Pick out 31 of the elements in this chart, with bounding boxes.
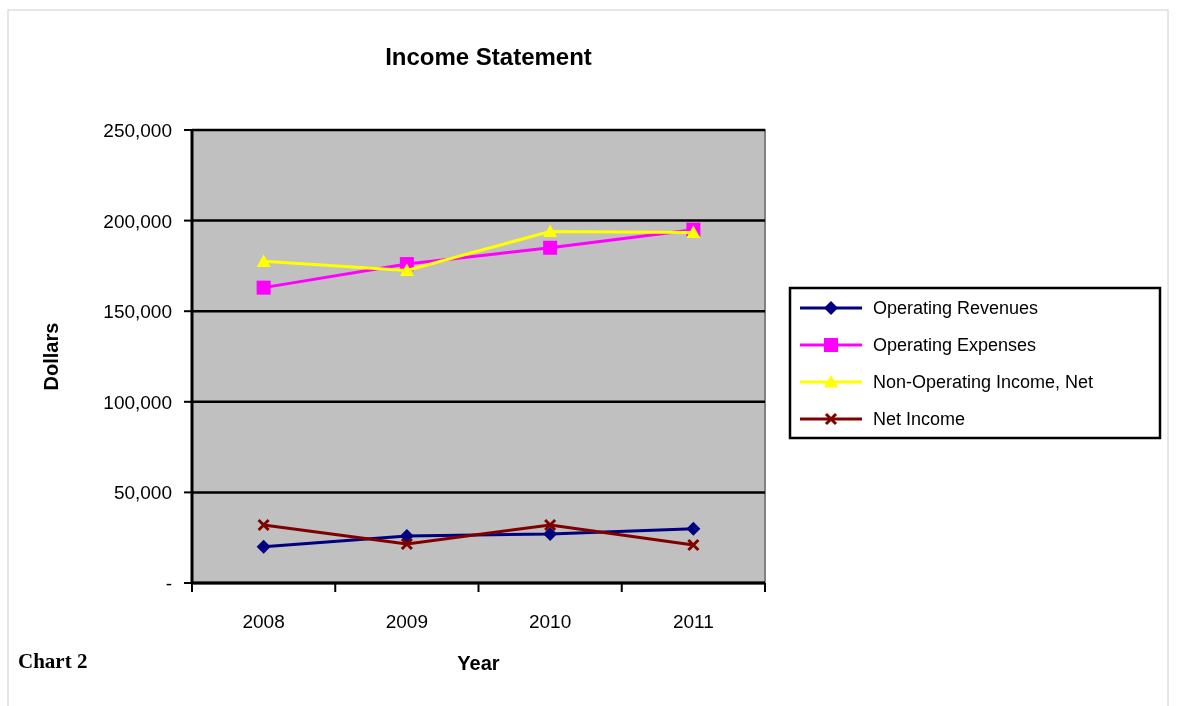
y-tick-label: 250,000 (103, 120, 172, 141)
point (256, 254, 271, 267)
point (686, 521, 701, 536)
point (400, 537, 414, 551)
x-tick-label: 2010 (528, 611, 572, 632)
y-tick-label: 50,000 (113, 482, 172, 504)
legend-label: Non-Operating Income, Net (873, 372, 1094, 392)
legend-label: Operating Revenues (873, 298, 1039, 318)
point (399, 528, 414, 543)
x-tick-label: 2008 (242, 611, 285, 632)
point (543, 527, 558, 542)
point (543, 224, 558, 238)
x-tick-label: 2011 (672, 611, 714, 632)
point (257, 518, 271, 532)
x-tick-label: 2009 (385, 611, 429, 632)
y-axis-title: Dollars (40, 322, 62, 391)
x-axis-title: Year (457, 652, 500, 674)
legend-label: Net Income (873, 409, 966, 429)
caption: Chart 2 (18, 649, 88, 673)
chart-title: Income Statement (385, 43, 592, 70)
y-tick-label: 200,000 (103, 210, 172, 232)
point (256, 280, 271, 295)
point (256, 539, 271, 554)
point (686, 538, 700, 552)
y-tick-label: 100,000 (103, 391, 172, 413)
point (543, 518, 557, 532)
legend-label: Operating Expenses (873, 335, 1037, 355)
point (543, 240, 558, 255)
y-tick-label: - (165, 573, 172, 594)
y-tick-label: 150,000 (103, 301, 172, 323)
point (399, 263, 414, 277)
